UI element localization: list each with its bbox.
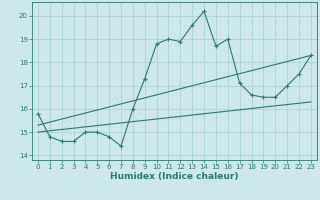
X-axis label: Humidex (Indice chaleur): Humidex (Indice chaleur) <box>110 172 239 181</box>
